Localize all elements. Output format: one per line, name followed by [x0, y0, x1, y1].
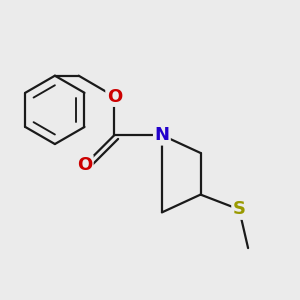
Text: O: O [77, 156, 92, 174]
Text: S: S [233, 200, 246, 218]
Text: O: O [107, 88, 122, 106]
Text: N: N [154, 126, 169, 144]
